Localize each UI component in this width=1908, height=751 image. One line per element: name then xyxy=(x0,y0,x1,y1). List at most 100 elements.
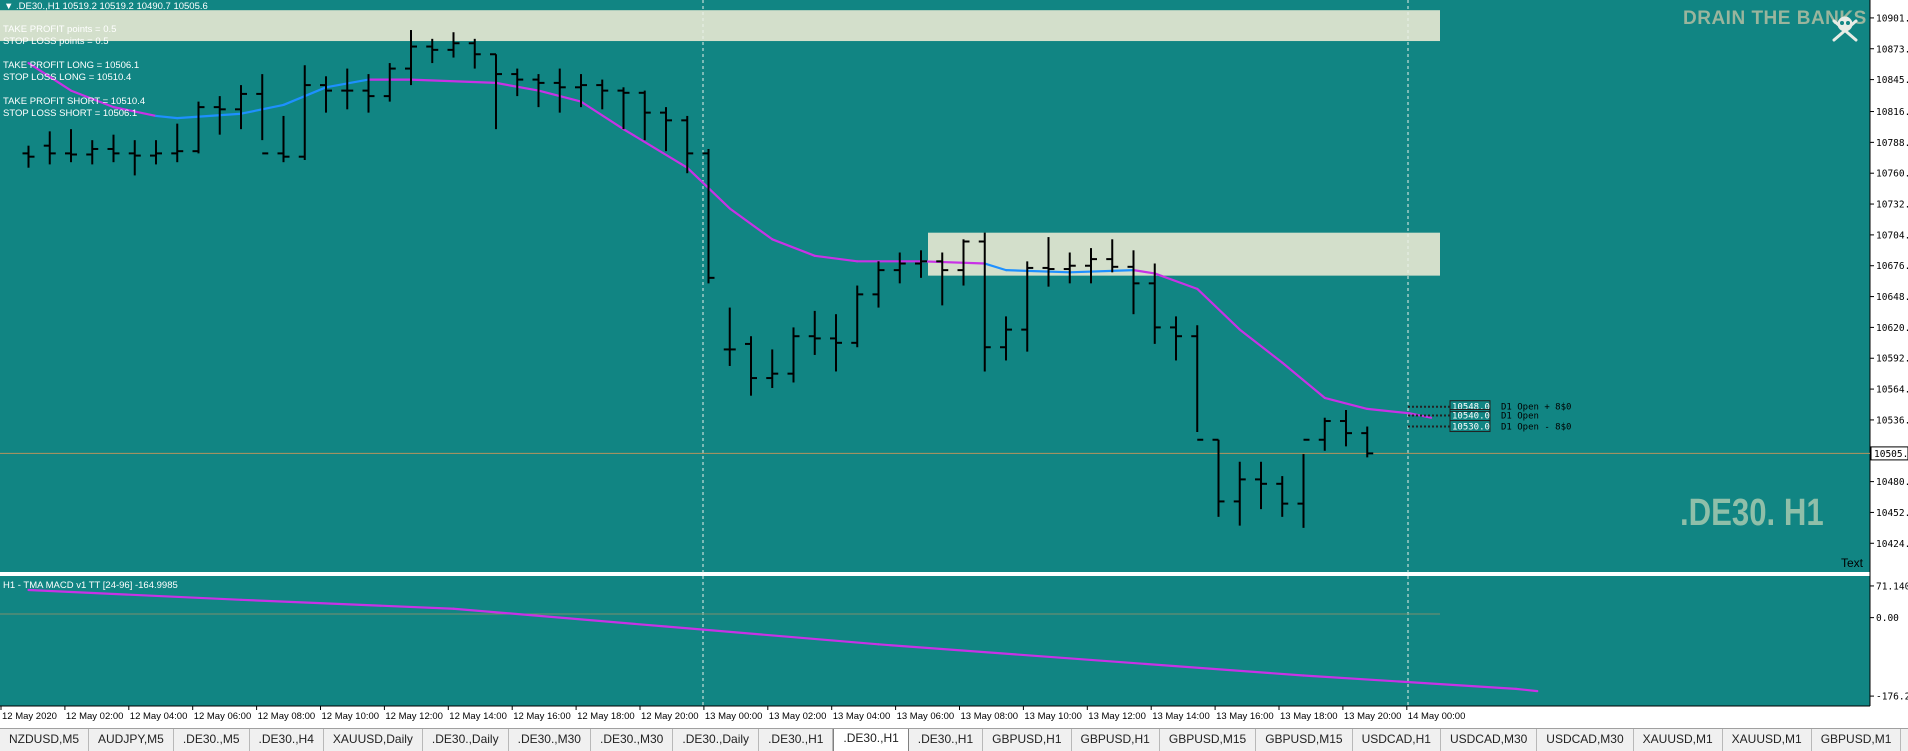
chart-tab[interactable]: .DE30.,Daily xyxy=(673,729,760,751)
info-panel-line: STOP LOSS LONG = 10510.4 xyxy=(3,72,131,83)
ohlc-bar xyxy=(787,327,800,383)
tma-segment xyxy=(69,89,115,109)
zone-1 xyxy=(928,232,1440,276)
ohlc-bar xyxy=(447,32,460,58)
ohlc-bar xyxy=(277,115,290,163)
ohlc-bar xyxy=(1127,250,1140,315)
chart-tab[interactable]: .DE30.,H1 xyxy=(909,729,984,751)
symbol-watermark: .DE30. H1 xyxy=(1680,492,1824,534)
chart-tab[interactable]: .DE30.,H4 xyxy=(250,729,324,751)
indicator-background[interactable] xyxy=(0,576,1870,706)
ohlc-bar xyxy=(915,250,927,278)
indicator-tick-label: 0.00 xyxy=(1876,613,1899,624)
text-object[interactable]: Text xyxy=(1841,556,1864,570)
macd-segment xyxy=(664,625,880,646)
tma-segment xyxy=(409,78,498,84)
macd-segment xyxy=(27,588,243,601)
chart-tabs-bar: NZDUSD,M5 AUDJPY,M5 .DE30.,M5 .DE30.,H4 XAUU… xyxy=(0,728,1908,751)
ohlc-bar xyxy=(1063,252,1076,284)
ohlc-bar xyxy=(107,134,120,163)
tma-segment xyxy=(579,100,625,131)
ohlc-bar xyxy=(745,336,757,396)
time-tick-label: 13 May 04:00 xyxy=(833,711,891,722)
chart-tab[interactable]: GI xyxy=(1901,729,1908,751)
ohlc-bar xyxy=(893,252,906,284)
ohlc-bar xyxy=(1021,261,1034,352)
ohlc-bar xyxy=(617,87,630,130)
info-panel-line: TAKE PROFIT LONG = 10506.1 xyxy=(3,60,139,71)
tma-segment xyxy=(1366,407,1411,415)
main-chart-background[interactable] xyxy=(0,0,1870,572)
chart-tab[interactable]: .DE30.,M30 xyxy=(509,729,591,751)
chart-tab[interactable]: USDCAD,H1 xyxy=(1353,729,1441,751)
chart-tab[interactable]: GBPUSD,H1 xyxy=(1072,729,1160,751)
price-tick-label: 10424.0 xyxy=(1876,539,1908,550)
ohlc-bar xyxy=(405,30,417,86)
ohlc-bar xyxy=(1191,325,1204,441)
chart-separator[interactable] xyxy=(0,572,1870,576)
time-tick-label: 12 May 18:00 xyxy=(577,711,635,722)
chart-tab[interactable]: USDCAD,M30 xyxy=(1537,729,1634,751)
price-chart[interactable]: 10548.0 D1 Open + 8$0 10540.0 D1 Open 10530.… xyxy=(0,0,1908,728)
macd-segment xyxy=(877,643,1093,662)
supply-demand-zones xyxy=(0,10,1440,276)
time-tick-label: 12 May 12:00 xyxy=(385,711,443,722)
period-separators xyxy=(702,0,1409,706)
chart-tab[interactable]: .DE30.,M5 xyxy=(174,729,250,751)
tma-segment xyxy=(154,114,179,120)
chart-tab[interactable]: .DE30.,H1 xyxy=(759,729,834,751)
indicator-tick-label: 71.1401 xyxy=(1876,581,1908,592)
ohlc-bar xyxy=(43,131,56,165)
price-tick-label: 10564.0 xyxy=(1876,385,1908,396)
ohlc-bar xyxy=(1361,426,1374,458)
time-tick-label: 12 May 16:00 xyxy=(513,711,571,722)
chart-tab[interactable]: NZDUSD,M5 xyxy=(0,729,90,751)
zone-0 xyxy=(0,10,1440,42)
price-tick-label: 10648.0 xyxy=(1876,292,1908,303)
price-axis[interactable]: 10901.0 10873.0 10845.0 10816.0 10788.0 10760… xyxy=(1870,13,1908,550)
chart-tab[interactable]: XAUUSD,M1 xyxy=(1634,729,1723,751)
ohlc-bar xyxy=(723,307,736,366)
ohlc-bar xyxy=(1340,410,1352,447)
chart-tab[interactable]: GBPUSD,H1 xyxy=(983,729,1072,751)
ohlc-bar xyxy=(86,140,99,165)
time-tick-label: 12 May 10:00 xyxy=(322,711,380,722)
chart-tab[interactable]: GBPUSD,M1 xyxy=(1812,729,1902,751)
chart-tab[interactable]: AUDJPY,M5 xyxy=(89,729,174,751)
time-tick-label: 12 May 08:00 xyxy=(258,711,316,722)
d1-level-price: 10540.0 xyxy=(1452,412,1490,422)
ohlc-bar xyxy=(1318,417,1331,451)
ohlc-bar xyxy=(957,239,970,286)
ohlc-bar xyxy=(150,140,162,165)
tma-segment xyxy=(1132,269,1156,275)
time-tick-label: 13 May 08:00 xyxy=(961,711,1019,722)
time-axis[interactable]: 12 May 2020 12 May 02:00 12 May 04:00 12 Ma… xyxy=(0,706,1465,722)
ohlc-bar xyxy=(1233,461,1246,526)
ohlc-bar xyxy=(1148,263,1161,344)
macd-segment xyxy=(1302,674,1518,690)
current-price-value: 10505.6 xyxy=(1874,449,1908,460)
chart-tab[interactable]: .DE30.,H1 xyxy=(833,729,909,751)
macd-segment xyxy=(1514,687,1539,693)
time-tick-label: 13 May 02:00 xyxy=(769,711,827,722)
tma-segment xyxy=(1153,272,1199,290)
price-tick-label: 10760.0 xyxy=(1876,169,1908,180)
chart-tab[interactable]: .DE30.,Daily xyxy=(423,729,509,751)
current-price-label: 10505.6 xyxy=(1870,446,1908,461)
macd-segment xyxy=(239,598,455,610)
indicator-axis[interactable]: 71.1401 0.00 -176.243 xyxy=(1870,581,1908,703)
chart-tab[interactable]: GBPUSD,M15 xyxy=(1256,729,1353,751)
price-tick-label: 10816.0 xyxy=(1876,107,1908,118)
ohlc-bar xyxy=(383,63,396,102)
tma-segment xyxy=(27,61,73,92)
ohlc-bar xyxy=(490,53,502,130)
price-tick-label: 10704.0 xyxy=(1876,230,1908,241)
chart-tab[interactable]: GBPUSD,M15 xyxy=(1160,729,1257,751)
chart-tab[interactable]: USDCAD,M30 xyxy=(1441,729,1538,751)
time-tick-label: 13 May 00:00 xyxy=(705,711,763,722)
chart-tab[interactable]: XAUUSD,Daily xyxy=(324,729,423,751)
chart-tab[interactable]: .DE30.,M30 xyxy=(591,729,674,751)
ohlc-bar xyxy=(1106,239,1119,273)
chart-tab[interactable]: XAUUSD,M1 xyxy=(1723,729,1812,751)
